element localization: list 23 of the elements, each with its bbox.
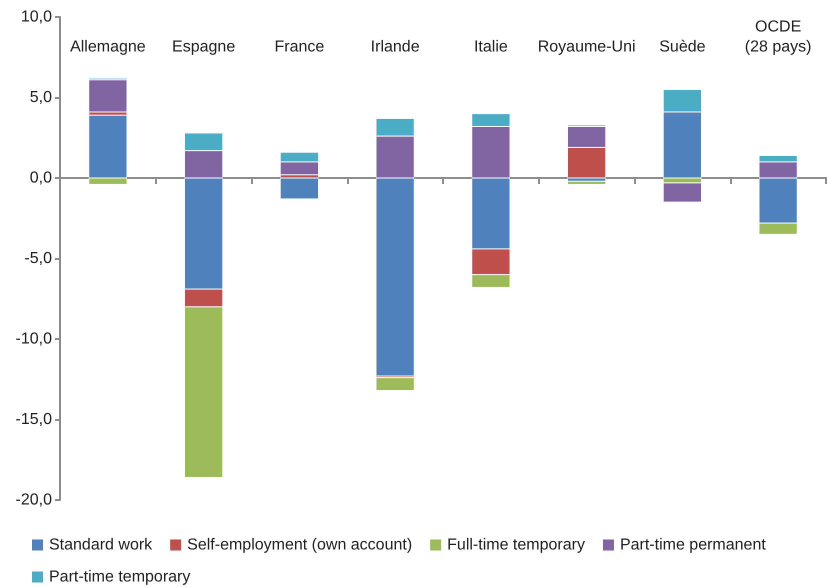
y-tick-label: 10,0	[20, 8, 52, 26]
y-tick-label: -5,0	[24, 250, 52, 267]
y-tick-label: -20,0	[16, 492, 52, 508]
y-tick-label: -15,0	[16, 411, 52, 428]
x-tick-label: Allemagne	[70, 38, 146, 56]
y-tick-label: 0,0	[30, 170, 52, 186]
y-tick-label: -10,0	[16, 330, 52, 348]
x-tick-label: Royaume-Uni	[538, 38, 636, 56]
bar	[567, 181, 606, 184]
x-tick-label: France	[274, 38, 324, 56]
legend-label: Full-time temporary	[447, 536, 585, 554]
bar	[88, 80, 128, 112]
x-tick-label: OCDE (28 pays)	[744, 18, 812, 56]
legend-label: Self-employment (own account)	[187, 536, 412, 554]
legend-label: Standard work	[49, 536, 154, 554]
x-tick-label: Espagne	[172, 38, 236, 56]
x-tick-label: Italie	[474, 38, 508, 56]
legend-label: Part-time temporary	[49, 568, 190, 586]
bar	[280, 178, 319, 199]
x-tick-label: Irlande	[370, 38, 420, 56]
legend-label: Part-time permanent	[620, 536, 766, 554]
y-tick-label: 5,0	[30, 89, 52, 106]
x-tick-label: Suède	[659, 38, 706, 56]
